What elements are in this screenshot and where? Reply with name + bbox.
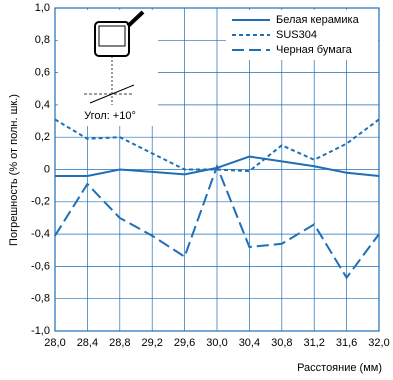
y-tick-label: -0,2: [31, 196, 50, 208]
y-tick-label: 0,6: [35, 67, 50, 79]
y-axis-label: Погрешность (% от полн. шк.): [8, 94, 20, 246]
annotation: Угол: +10°: [84, 110, 136, 122]
target: [89, 84, 135, 104]
sensor-cable: [126, 10, 145, 28]
x-tick-label: 28,4: [77, 337, 98, 349]
y-tick-label: 0,4: [35, 99, 50, 111]
y-tick-label: -0,4: [31, 228, 50, 240]
legend-label: Белая керамика: [276, 14, 360, 26]
plot-frame: [54, 7, 380, 332]
series-line: [54, 163, 380, 280]
x-tick-label: 29,6: [174, 337, 195, 349]
x-tick-label: 29,2: [141, 337, 162, 349]
y-tick-label: 0: [44, 163, 50, 175]
x-tick-label: 32,0: [368, 337, 389, 349]
x-axis-label: Расстояние (мм): [297, 362, 382, 374]
y-tick-label: -0,8: [31, 293, 50, 305]
x-tick-label: 30,8: [271, 337, 292, 349]
x-tick-label: 28,8: [109, 337, 130, 349]
x-tick-label: 30,0: [206, 337, 227, 349]
legend-label: Черная бумага: [276, 44, 353, 56]
legend-label: SUS304: [276, 29, 317, 41]
x-tick-label: 31,6: [336, 337, 357, 349]
series-line: [54, 118, 380, 173]
sensor-face: [98, 25, 126, 47]
x-tick-label: 31,2: [303, 337, 324, 349]
y-tick-label: -1,0: [31, 325, 50, 337]
inset: Угол: +10°: [58, 10, 158, 126]
x-tick-label: 30,4: [239, 337, 260, 349]
y-tick-label: -0,6: [31, 260, 50, 272]
x-tick-label: 28,0: [44, 337, 65, 349]
y-tick-label: 0,2: [35, 131, 50, 143]
y-tick-label: 0,8: [35, 34, 50, 46]
legend-bg: [226, 10, 378, 60]
y-tick-label: 1,0: [35, 2, 50, 14]
